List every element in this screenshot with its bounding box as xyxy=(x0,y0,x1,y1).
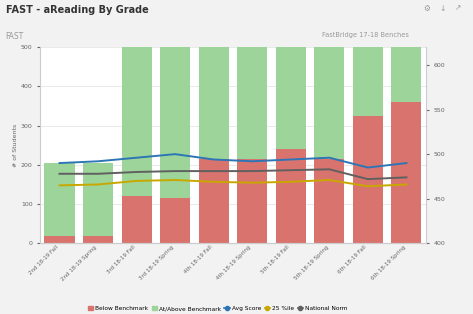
Text: FAST - aReading By Grade: FAST - aReading By Grade xyxy=(6,5,149,15)
Bar xyxy=(314,159,344,243)
Bar xyxy=(391,102,421,243)
Text: ↗: ↗ xyxy=(455,4,461,13)
Bar xyxy=(237,159,267,243)
Bar xyxy=(199,159,229,243)
Bar xyxy=(391,41,421,102)
Text: ↓: ↓ xyxy=(440,4,446,13)
Bar xyxy=(237,45,267,159)
Legend: Below Benchmark, At/Above Benchmark, Avg Score, 25 %ile, National Norm: Below Benchmark, At/Above Benchmark, Avg… xyxy=(88,306,347,311)
Text: FAST: FAST xyxy=(6,32,24,41)
Text: FastBridge 17-18 Benches: FastBridge 17-18 Benches xyxy=(322,32,409,38)
Bar xyxy=(314,43,344,159)
Bar xyxy=(276,43,306,149)
Bar xyxy=(44,163,75,236)
Bar xyxy=(122,196,152,243)
Bar xyxy=(276,149,306,243)
Y-axis label: # of Students: # of Students xyxy=(13,124,18,167)
Bar xyxy=(199,45,229,159)
Bar xyxy=(83,163,113,236)
Text: ⚙: ⚙ xyxy=(423,4,430,13)
Bar xyxy=(160,45,190,198)
Bar xyxy=(83,236,113,243)
Bar xyxy=(353,116,383,243)
Bar xyxy=(122,37,152,196)
Bar xyxy=(44,236,75,243)
Bar xyxy=(353,45,383,116)
Bar xyxy=(160,198,190,243)
